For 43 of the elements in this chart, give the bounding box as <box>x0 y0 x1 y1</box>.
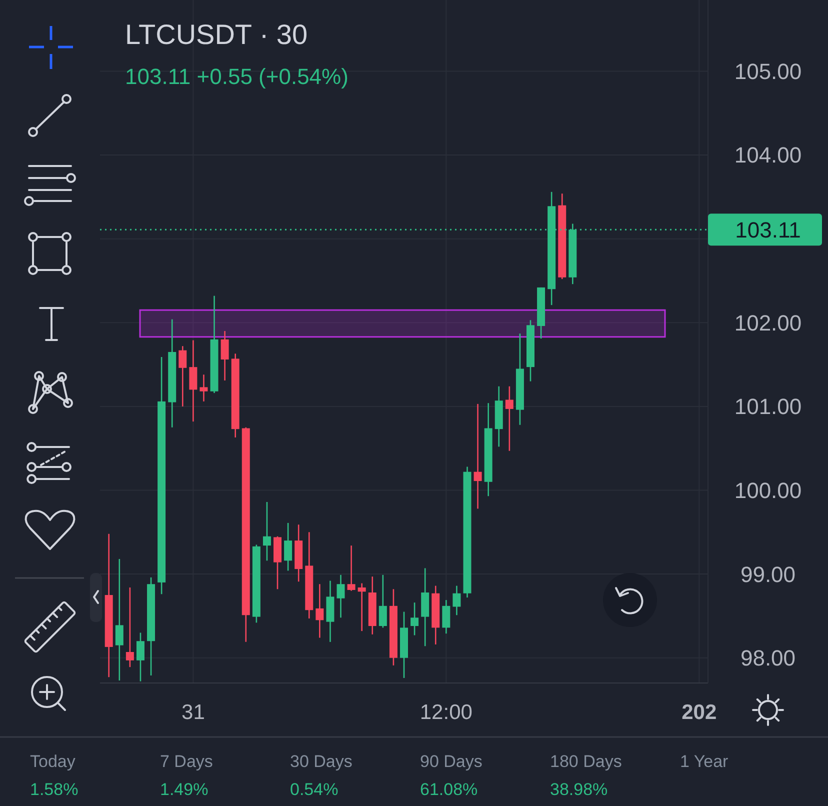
x-tick-label: 12:00 <box>420 701 472 724</box>
y-tick-label: 98.00 <box>740 646 796 671</box>
candlestick <box>442 599 450 634</box>
text: 180 Days <box>550 752 622 771</box>
y-tick-label: 105.00 <box>734 58 802 84</box>
candlestick <box>378 574 387 628</box>
candlestick <box>284 522 292 572</box>
text: Today <box>30 752 76 771</box>
candlestick <box>189 340 198 422</box>
y-tick-label: 102.00 <box>734 310 802 336</box>
text: 90 Days <box>420 752 482 771</box>
text: 1 Year <box>680 752 729 771</box>
text: 0.54% <box>290 780 338 799</box>
candlestick <box>316 583 324 638</box>
y-tick-label: 99.00 <box>740 562 796 587</box>
text: LTCUSDT · 30 <box>125 19 308 50</box>
candlestick <box>505 386 514 452</box>
y-tick-label: 101.00 <box>734 394 802 420</box>
candlestick <box>126 586 134 668</box>
candlestick <box>178 345 187 408</box>
candlestick <box>136 632 144 682</box>
text: 1.49% <box>160 780 208 799</box>
text: 38.98% <box>550 780 608 799</box>
candlestick <box>452 585 461 616</box>
text: 61.08% <box>420 780 478 799</box>
ref-line-label: 103.11 <box>735 217 801 242</box>
x-tick-label: 202 <box>682 701 717 724</box>
y-tick-label: 104.00 <box>734 142 802 168</box>
candlestick <box>358 582 366 632</box>
text: 103.11 +0.55 (+0.54%) <box>125 64 348 89</box>
candlestick <box>220 330 229 382</box>
y-tick-label: 100.00 <box>734 478 802 503</box>
candlestick <box>347 544 356 592</box>
candlestick <box>336 574 345 618</box>
candlestick <box>200 374 208 402</box>
text: 30 Days <box>290 752 352 771</box>
text: 1.58% <box>30 780 78 799</box>
x-tick-label: 31 <box>182 701 205 724</box>
candlestick <box>474 403 482 510</box>
candlestick <box>410 602 419 636</box>
candlestick <box>115 558 124 682</box>
text: 7 Days <box>160 752 213 771</box>
candlestick <box>262 501 271 562</box>
